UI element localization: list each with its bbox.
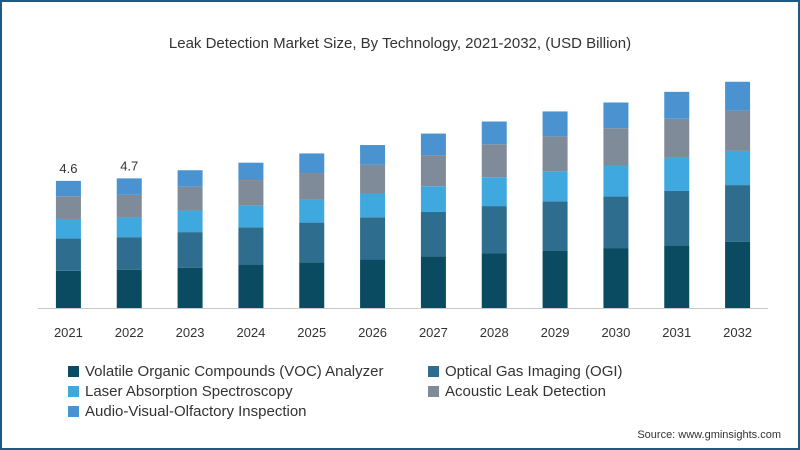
bar-segment-2032-series-2 — [725, 150, 751, 186]
bar-segment-2024-series-4 — [238, 162, 264, 181]
legend-item-voc: Volatile Organic Compounds (VOC) Analyze… — [68, 363, 383, 380]
bar-segment-2032-series-3 — [725, 110, 751, 151]
bar-segment-2031-series-0 — [664, 245, 690, 308]
bar-segment-2029-series-0 — [542, 250, 568, 308]
bar-segment-2029-series-1 — [542, 201, 568, 251]
bar-segment-2024-series-1 — [238, 227, 264, 265]
bar-segment-2025-series-0 — [299, 262, 325, 308]
bar-segment-2026-series-1 — [360, 217, 386, 260]
bar-segment-2030-series-3 — [603, 128, 629, 166]
bar-segment-2022-series-0 — [116, 269, 142, 308]
bar-segment-2023-series-3 — [177, 186, 203, 211]
x-tick-label: 2023 — [176, 325, 205, 340]
bar-segment-2023-series-2 — [177, 210, 203, 233]
x-tick-label: 2032 — [723, 325, 752, 340]
bar-segment-2022-series-3 — [116, 194, 142, 218]
legend-label: Acoustic Leak Detection — [445, 383, 606, 400]
bar-segment-2032-series-4 — [725, 81, 751, 111]
bar-segment-2027-series-1 — [420, 211, 446, 257]
legend-item-ogi: Optical Gas Imaging (OGI) — [428, 363, 623, 380]
bar-segment-2021-series-0 — [55, 270, 81, 308]
bar-segment-2021-series-3 — [55, 196, 81, 219]
x-tick-label: 2028 — [480, 325, 509, 340]
bar-segment-2026-series-2 — [360, 193, 386, 218]
legend-swatch — [428, 366, 439, 377]
legend-swatch — [68, 386, 79, 397]
bar-segment-2031-series-2 — [664, 157, 690, 191]
bar-segment-2028-series-1 — [481, 206, 507, 254]
bar-segment-2029-series-3 — [542, 136, 568, 172]
legend-item-avo: Audio-Visual-Olfactory Inspection — [68, 403, 307, 420]
x-tick-label: 2022 — [115, 325, 144, 340]
data-label-2022: 4.7 — [120, 158, 138, 173]
bar-segment-2027-series-2 — [420, 186, 446, 212]
bar-segment-2032-series-1 — [725, 185, 751, 242]
data-label-2021: 4.6 — [59, 161, 77, 176]
bar-segment-2030-series-1 — [603, 196, 629, 249]
legend-label: Laser Absorption Spectroscopy — [85, 383, 293, 400]
bar-segment-2022-series-4 — [116, 178, 142, 195]
bar-segment-2021-series-4 — [55, 180, 81, 197]
x-tick-label: 2031 — [662, 325, 691, 340]
bar-segment-2027-series-3 — [420, 155, 446, 187]
bar-segment-2026-series-4 — [360, 145, 386, 165]
bar-segment-2023-series-4 — [177, 170, 203, 187]
bar-segment-2022-series-2 — [116, 217, 142, 238]
bar-segment-2029-series-2 — [542, 171, 568, 202]
bar-segment-2024-series-0 — [238, 264, 264, 308]
bar-segment-2031-series-4 — [664, 91, 690, 119]
bar-segment-2030-series-0 — [603, 248, 629, 308]
bar-segment-2031-series-1 — [664, 190, 690, 246]
bar-segment-2025-series-1 — [299, 222, 325, 263]
bar-segment-2031-series-3 — [664, 118, 690, 158]
bar-segment-2024-series-3 — [238, 180, 264, 206]
bar-segment-2023-series-0 — [177, 267, 203, 308]
legend-label: Optical Gas Imaging (OGI) — [445, 363, 623, 380]
bar-segment-2021-series-1 — [55, 238, 81, 271]
bar-segment-2032-series-0 — [725, 241, 751, 308]
x-tick-label: 2021 — [54, 325, 83, 340]
legend-swatch — [68, 366, 79, 377]
bar-segment-2021-series-2 — [55, 218, 81, 239]
bar-segment-2027-series-0 — [420, 256, 446, 308]
legend-item-laser: Laser Absorption Spectroscopy — [68, 383, 293, 400]
legend-label: Audio-Visual-Olfactory Inspection — [85, 403, 307, 420]
bar-segment-2028-series-3 — [481, 144, 507, 178]
bar-segment-2025-series-4 — [299, 153, 325, 174]
bar-segment-2030-series-4 — [603, 102, 629, 129]
bar-segment-2028-series-0 — [481, 253, 507, 308]
bar-segment-2026-series-3 — [360, 164, 386, 194]
legend-swatch — [428, 386, 439, 397]
bar-segment-2023-series-1 — [177, 232, 203, 268]
x-tick-label: 2027 — [419, 325, 448, 340]
bar-segment-2025-series-2 — [299, 199, 325, 223]
legend-item-acoustic: Acoustic Leak Detection — [428, 383, 606, 400]
legend-swatch — [68, 406, 79, 417]
bar-segment-2030-series-2 — [603, 165, 629, 197]
x-tick-label: 2029 — [541, 325, 570, 340]
x-tick-label: 2024 — [236, 325, 265, 340]
x-tick-label: 2025 — [297, 325, 326, 340]
bar-segment-2024-series-2 — [238, 205, 264, 228]
bar-segment-2026-series-0 — [360, 259, 386, 308]
bar-segment-2028-series-2 — [481, 177, 507, 207]
bar-segment-2027-series-4 — [420, 133, 446, 156]
source-note: Source: www.gminsights.com — [637, 429, 781, 441]
bar-segment-2029-series-4 — [542, 111, 568, 137]
bar-segment-2022-series-1 — [116, 237, 142, 270]
x-tick-label: 2026 — [358, 325, 387, 340]
bar-segment-2028-series-4 — [481, 121, 507, 145]
chart-title: Leak Detection Market Size, By Technolog… — [168, 35, 632, 52]
legend-label: Volatile Organic Compounds (VOC) Analyze… — [85, 363, 384, 380]
bar-segment-2025-series-3 — [299, 173, 325, 200]
x-tick-label: 2030 — [601, 325, 630, 340]
